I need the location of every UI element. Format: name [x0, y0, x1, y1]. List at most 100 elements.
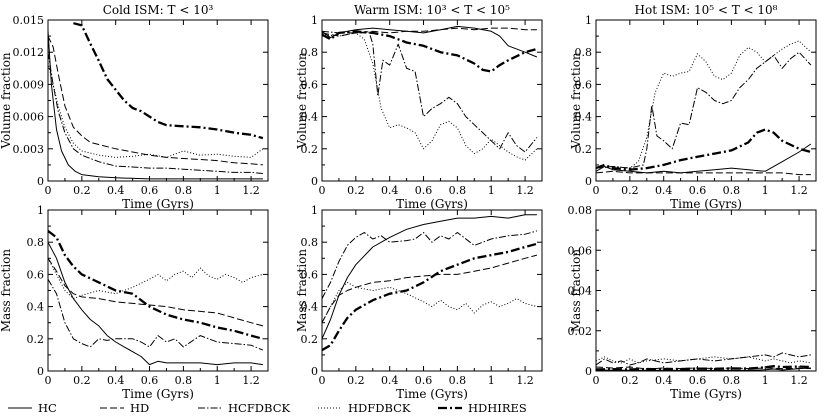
y-axis-label: Mass fraction [295, 249, 309, 333]
legend-item-hc: HC [8, 401, 57, 415]
y-axis-label: Volume fraction [569, 52, 583, 150]
y-tick-label: 0.6 [27, 268, 45, 281]
x-tick-label: 0.2 [621, 184, 639, 197]
legend-item-hdfdbck: HDFDBCK [318, 401, 411, 415]
series-line-hcfdbck [322, 30, 538, 153]
y-axis-label: Volume fraction [295, 52, 309, 150]
series-line-hd [48, 258, 264, 327]
series-line-hdhires [596, 365, 811, 371]
x-tick-label: 0.8 [175, 374, 193, 387]
x-tick-label: 1.2 [242, 184, 260, 197]
plot-frame [595, 19, 817, 182]
x-tick-label: 1 [214, 374, 221, 387]
legend-label: HDFDBCK [348, 401, 411, 415]
panel-title: Warm ISM: 10³ < T < 10⁵ [354, 3, 510, 17]
series-line-hd [48, 35, 263, 166]
x-tick-label: 1 [488, 184, 495, 197]
x-tick-label: 0.4 [655, 184, 673, 197]
x-tick-label: 0.6 [415, 374, 433, 387]
y-tick-label: 0.4 [27, 301, 45, 314]
x-tick-label: 0.6 [141, 374, 159, 387]
x-tick-label: 0 [593, 374, 600, 387]
y-tick-label: 0.015 [13, 14, 45, 27]
x-tick-label: 0.2 [347, 374, 365, 387]
y-tick-label: 0.8 [301, 46, 319, 59]
series-line-hdhires [596, 128, 812, 171]
y-tick-label: 0.2 [301, 143, 319, 156]
x-tick-label: 0.6 [689, 184, 707, 197]
y-tick-label: 0.2 [301, 333, 319, 346]
legend-label: HCFDBCK [228, 401, 290, 415]
y-tick-label: 0.02 [568, 325, 593, 338]
y-tick-label: 0.6 [575, 78, 593, 91]
panel-title: Hot ISM: 10⁵ < T < 10⁸ [635, 3, 778, 17]
plot-frame [321, 209, 543, 372]
y-tick-label: 0.4 [301, 301, 319, 314]
y-tick-label: 1 [311, 204, 318, 217]
series-line-hcfdbck [322, 230, 538, 299]
series-line-hdfdbck [596, 356, 811, 364]
legend-item-hd: HD [100, 401, 149, 415]
x-tick-label: 0 [45, 374, 52, 387]
x-tick-label: 0.8 [723, 374, 741, 387]
x-tick-label: 0 [319, 184, 326, 197]
y-tick-label: 1 [585, 14, 592, 27]
x-tick-label: 0.2 [621, 374, 639, 387]
series-line-hcfdbck [596, 352, 811, 366]
series-line-hdhires [322, 242, 538, 352]
x-tick-label: 0.2 [347, 184, 365, 197]
x-tick-label: 0.2 [73, 374, 91, 387]
plot-frame [595, 209, 817, 372]
y-tick-label: 0.009 [13, 78, 45, 91]
y-tick-label: 0 [37, 175, 44, 188]
y-tick-label: 0 [311, 175, 318, 188]
x-tick-label: 1 [488, 374, 495, 387]
x-axis-label: Time (Gyrs) [396, 197, 468, 211]
y-tick-label: 0.8 [575, 46, 593, 59]
x-tick-label: 0.6 [141, 184, 159, 197]
y-tick-label: 0.4 [575, 111, 593, 124]
y-axis-label: Mass fraction [569, 249, 583, 333]
x-tick-label: 0.6 [689, 374, 707, 387]
x-tick-label: 1.2 [790, 184, 808, 197]
y-tick-label: 0.4 [301, 111, 319, 124]
series-line-hc [322, 25, 538, 58]
x-tick-label: 1 [762, 184, 769, 197]
legend-item-hdhires: HDHIRES [438, 401, 527, 415]
series-line-hdfdbck [322, 281, 538, 323]
y-tick-label: 0.006 [13, 111, 45, 124]
series-line-hdhires [48, 229, 264, 340]
x-tick-label: 0.4 [381, 184, 399, 197]
plot-frame [321, 19, 543, 182]
legend-label: HC [38, 401, 57, 415]
y-tick-label: 0 [311, 365, 318, 378]
series-line-hdfdbck [596, 40, 812, 169]
x-tick-label: 1.2 [516, 184, 534, 197]
series-line-hdhires [322, 30, 538, 73]
legend-item-hcfdbck: HCFDBCK [198, 401, 290, 415]
panel-cold-volume: 0 0.2 0.4 0.6 0.8 1 1.2 0 0.003 0.006 0.009 0.012 0.… [0, 3, 269, 211]
legend-label: HDHIRES [468, 401, 527, 415]
y-tick-label: 0 [585, 175, 592, 188]
y-tick-label: 0.6 [301, 268, 319, 281]
x-tick-label: 1.2 [242, 374, 260, 387]
y-tick-label: 0.003 [13, 143, 45, 156]
series-line-hdfdbck [48, 258, 264, 300]
x-tick-label: 0 [319, 374, 326, 387]
x-tick-label: 0.4 [655, 374, 673, 387]
x-tick-label: 0 [593, 184, 600, 197]
y-tick-label: 0.8 [27, 236, 45, 249]
plot-frame [47, 209, 269, 372]
x-tick-label: 0.8 [449, 184, 467, 197]
series-line-hcfdbck [48, 52, 263, 174]
x-tick-label: 1 [762, 374, 769, 387]
y-tick-label: 0.012 [13, 46, 45, 59]
x-tick-label: 1.2 [516, 374, 534, 387]
series-line-hc [322, 214, 537, 340]
x-tick-label: 0.4 [107, 374, 125, 387]
y-tick-label: 0.06 [568, 244, 593, 257]
y-tick-label: 0.2 [27, 333, 45, 346]
x-tick-label: 0.8 [723, 184, 741, 197]
y-tick-label: 1 [37, 204, 44, 217]
